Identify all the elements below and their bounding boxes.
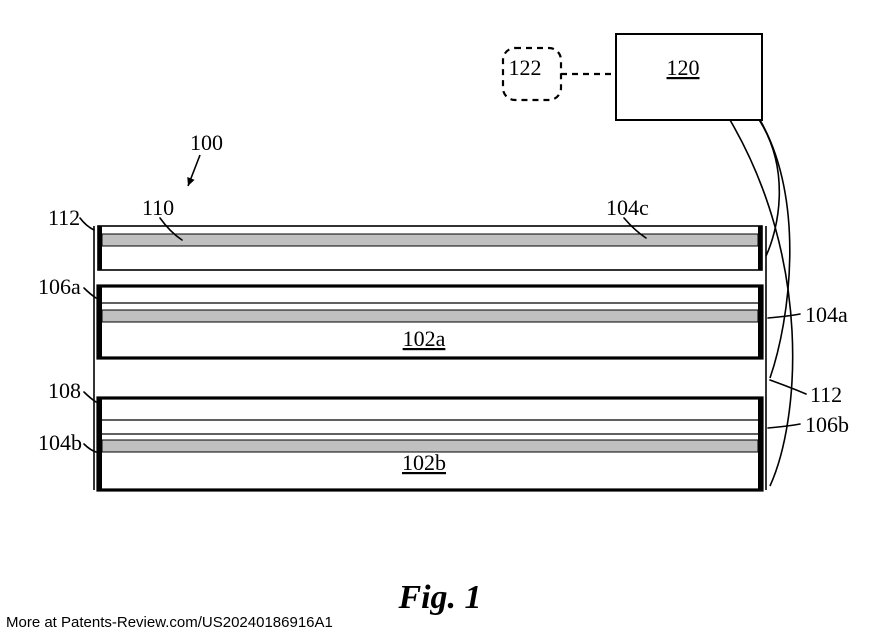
label-l106b: 106b: [805, 412, 849, 437]
label-l102a: 102a: [403, 326, 446, 351]
figure-caption: Fig. 1: [0, 579, 880, 617]
label-l112R: 112: [810, 382, 842, 407]
label-l122: 122: [509, 55, 542, 80]
source-footer: More at Patents-Review.com/US20240186916…: [6, 614, 333, 631]
label-l110: 110: [142, 195, 174, 220]
patent-figure-diagram: 100 110 104c 112 106a 104a 108 112 104b 106b 102a 1…: [0, 0, 880, 638]
label-l106a: 106a: [38, 274, 81, 299]
label-l108: 108: [48, 378, 81, 403]
label-l120: 120: [667, 55, 700, 80]
label-l102b: 102b: [402, 450, 446, 475]
label-l104a: 104a: [805, 302, 848, 327]
label-l100: 100: [190, 130, 223, 155]
label-l112L: 112: [48, 205, 80, 230]
label-l104c: 104c: [606, 195, 649, 220]
assembly-arrow: [187, 155, 200, 186]
label-l104b: 104b: [38, 430, 82, 455]
